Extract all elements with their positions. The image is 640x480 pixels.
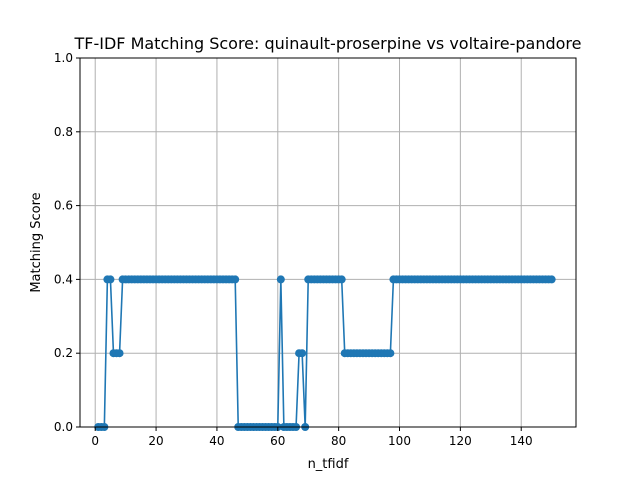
axes-frame [79,57,577,428]
y-tick-label: 0.8 [54,125,73,139]
data-point [547,275,556,284]
x-axis-label: n_tfidf [308,457,349,472]
data-point [298,349,307,358]
data-point [276,275,285,284]
data-point [106,275,115,284]
x-tick-label: 100 [388,434,411,448]
y-axis-label: Matching Score [29,192,44,292]
data-point [115,349,124,358]
x-tick-label: 60 [270,434,285,448]
ticks: 0 20 40 60 80 100 120 140 0.0 0.2 0.4 0.6 0.8 1.0 [54,51,533,448]
x-tick-label: 0 [91,434,99,448]
x-tick-label: 140 [510,434,533,448]
x-tick-label: 20 [148,434,163,448]
data-point [337,275,346,284]
x-tick-label: 80 [331,434,346,448]
y-tick-label: 1.0 [54,51,73,65]
y-tick-label: 0.0 [54,420,73,434]
x-tick-label: 40 [209,434,224,448]
y-tick-label: 0.2 [54,346,73,360]
y-tick-label: 0.6 [54,199,73,213]
plot-area [80,58,576,427]
data-point [231,275,240,284]
data-point [386,349,395,358]
x-tick-label: 120 [449,434,472,448]
chart-title: TF-IDF Matching Score: quinault-proserpi… [73,34,581,53]
y-tick-label: 0.4 [54,272,73,286]
